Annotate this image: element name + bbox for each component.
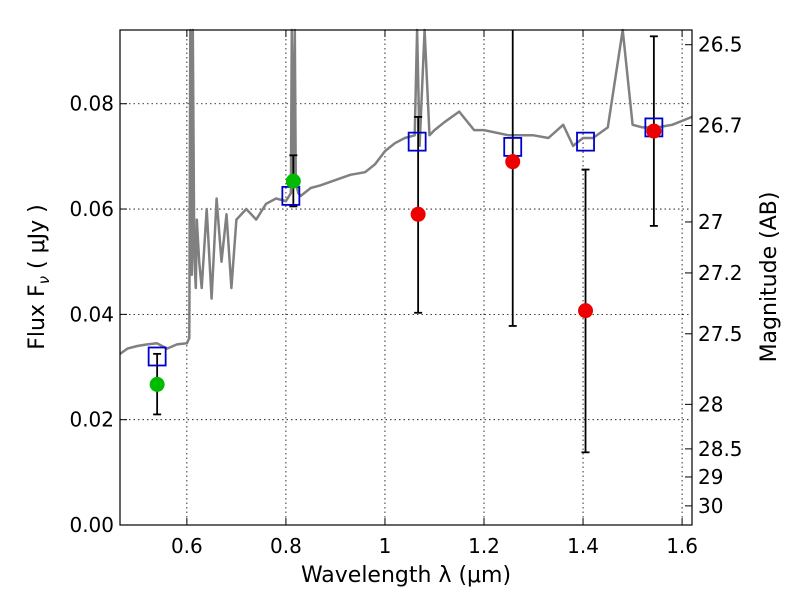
- y2-tick-label: 27.5: [698, 322, 743, 346]
- red-data-point: [646, 123, 662, 139]
- green-data-point: [149, 376, 165, 392]
- model-photometry-square: [407, 131, 427, 152]
- y-tick-label: 0.02: [69, 408, 114, 432]
- x-tick-label: 1.2: [468, 534, 500, 558]
- model-photometry-square: [576, 131, 595, 152]
- y-axis-label-main: Flux F: [25, 284, 50, 349]
- y2-tick-label: 27: [698, 210, 723, 234]
- y2-tick-label: 26.7: [698, 114, 743, 138]
- y-axis-label: Flux Fν ( μJy ): [25, 204, 53, 349]
- y-tick-label: 0.00: [69, 513, 114, 537]
- red-data-point: [410, 206, 426, 222]
- y2-tick-label: 30: [698, 494, 723, 518]
- y2-tick-label: 29: [698, 465, 723, 489]
- y2-axis-label: Magnitude (AB): [757, 192, 782, 363]
- y2-tick-label: 26.5: [698, 33, 743, 57]
- y-tick-label: 0.06: [69, 197, 114, 221]
- y2-tick-label: 27.2: [698, 261, 743, 285]
- x-tick-label: 1: [379, 534, 392, 558]
- y-axis-label-unit: ( μJy ): [25, 204, 50, 276]
- green-data-point: [285, 173, 301, 189]
- y2-tick-label: 28.5: [698, 437, 743, 461]
- y-axis-ticks: 0.00 0.02 0.04 0.06 0.08: [69, 92, 127, 537]
- axes-frame: [119, 29, 693, 526]
- red-data-point: [578, 303, 594, 319]
- model-spectrum-group: [119, 28, 693, 355]
- y2-axis-ticks: 26.5 26.7 27 27.2 27.5 28 28.5 29 30: [685, 33, 743, 518]
- gridlines: [120, 30, 692, 525]
- red-data-point: [505, 154, 521, 170]
- x-axis-label: Wavelength λ (μm): [301, 563, 511, 588]
- x-tick-label: 0.8: [270, 534, 302, 558]
- x-tick-label: 1.4: [567, 534, 599, 558]
- y-axis-label-sub: ν: [35, 276, 53, 284]
- x-tick-label: 1.6: [666, 534, 698, 558]
- x-tick-label: 0.6: [171, 534, 203, 558]
- y-tick-label: 0.08: [69, 92, 114, 116]
- x-axis-ticks: 0.6 0.8 1 1.2 1.4 1.6: [171, 30, 698, 558]
- y2-tick-label: 28: [698, 392, 723, 416]
- photometry-points-group: [149, 123, 662, 392]
- model-spectrum-line: [119, 28, 693, 355]
- model-photometry-square: [147, 346, 167, 367]
- y-tick-label: 0.04: [69, 302, 114, 326]
